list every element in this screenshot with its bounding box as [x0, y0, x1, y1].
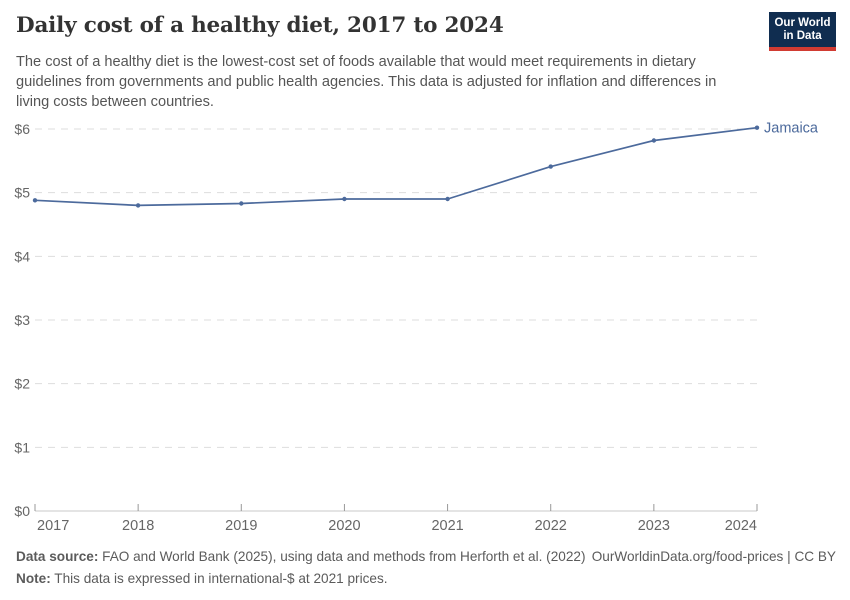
x-axis-tick-label: 2023 [638, 518, 670, 534]
y-axis-tick-label: $3 [14, 312, 30, 328]
footer-source-block: Data source: FAO and World Bank (2025), … [16, 546, 585, 590]
data-point[interactable] [32, 198, 38, 203]
y-axis-tick-label: $4 [14, 248, 30, 264]
x-axis-tick-label: 2024 [725, 518, 757, 534]
data-source-line: Data source: FAO and World Bank (2025), … [16, 546, 585, 568]
data-point[interactable] [342, 196, 347, 202]
chart-footer: Data source: FAO and World Bank (2025), … [16, 546, 836, 590]
x-axis-tick-label: 2021 [431, 518, 463, 534]
data-point[interactable] [135, 203, 141, 208]
y-axis-tick-label: $2 [14, 376, 30, 392]
series-label[interactable]: Jamaica [764, 121, 819, 137]
chart-title: Daily cost of a healthy diet, 2017 to 20… [16, 13, 504, 38]
x-axis-tick-label: 2017 [37, 518, 69, 534]
x-axis-tick-label: 2019 [225, 518, 257, 534]
data-point[interactable] [754, 125, 760, 130]
series-line[interactable] [34, 126, 758, 207]
owid-logo-text-line2: in Data [783, 30, 822, 42]
data-point[interactable] [445, 196, 450, 202]
y-axis-tick-label: $0 [14, 503, 30, 519]
note-line: Note: This data is expressed in internat… [16, 568, 585, 590]
note-label: Note: [16, 571, 51, 586]
y-axis-tick-label: $5 [14, 185, 30, 201]
data-source-label: Data source: [16, 549, 99, 564]
x-axis-tick-label: 2020 [328, 518, 360, 534]
x-axis-tick-label: 2018 [122, 518, 154, 534]
note-text: This data is expressed in international-… [50, 571, 388, 586]
owid-url-link[interactable]: OurWorldinData.org/food-prices | CC BY [591, 549, 836, 564]
owid-logo-text-line1: Our World [774, 17, 831, 29]
chart-subtitle: The cost of a healthy diet is the lowest… [16, 54, 717, 110]
owid-logo: Our World in Data [769, 12, 836, 51]
data-point[interactable] [651, 138, 657, 143]
y-axis-tick-label: $6 [14, 121, 30, 137]
line-chart-plot-area[interactable]: $0 $1 $2 $3 $4 $5 $6 2017 2018 2019 2020 2021 2022 20… [0, 0, 850, 540]
data-source-text: FAO and World Bank (2025), using data an… [98, 549, 586, 564]
data-point[interactable] [239, 201, 244, 206]
y-axis-tick-label: $1 [14, 439, 30, 455]
x-axis-tick-label: 2022 [535, 518, 567, 534]
data-point[interactable] [548, 164, 553, 169]
